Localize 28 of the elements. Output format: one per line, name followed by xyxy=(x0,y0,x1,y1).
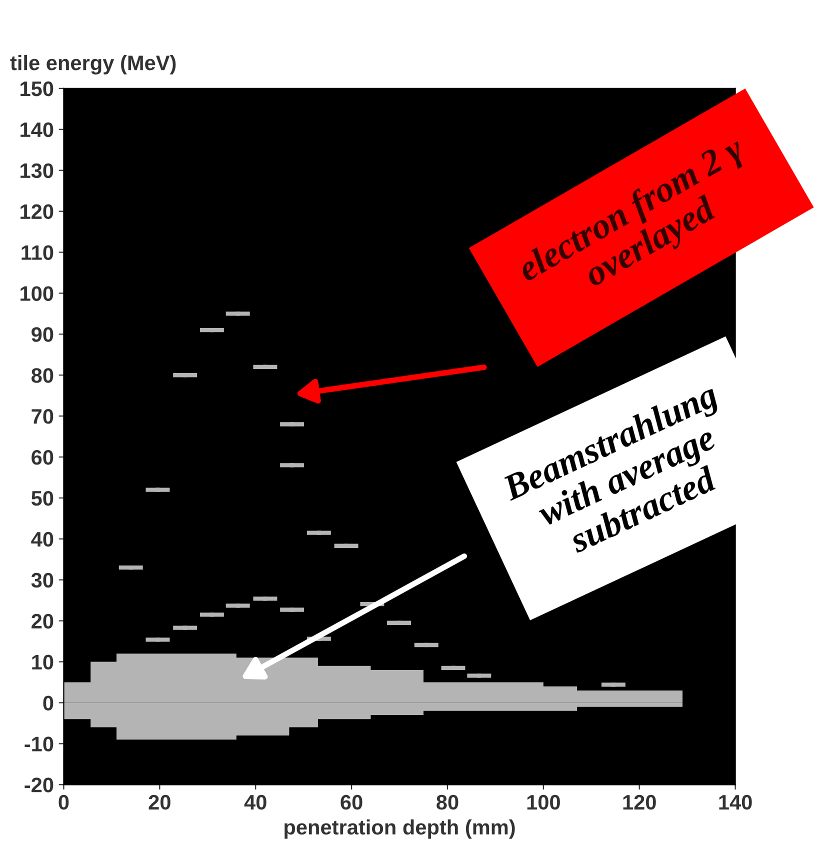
x-tick-label: 20 xyxy=(148,794,170,810)
y-tick-label: 0 xyxy=(43,696,54,710)
y-tick-label: 90 xyxy=(32,327,54,342)
y-tick-label: 50 xyxy=(31,490,54,506)
x-axis-title: penetration depth (mm) xyxy=(284,819,515,839)
y-tick-label: -10 xyxy=(24,736,54,752)
x-tick-label: 40 xyxy=(244,794,266,810)
y-tick-label: 130 xyxy=(20,163,54,178)
y-tick-label: 20 xyxy=(32,614,54,629)
x-tick-label: 0 xyxy=(58,794,69,810)
x-tick-label: 120 xyxy=(623,794,656,810)
x-tick-label: 60 xyxy=(340,794,362,810)
y-tick-label: 80 xyxy=(31,368,54,383)
y-tick-label: 150 xyxy=(20,81,54,96)
y-axis-title: tile energy (MeV) xyxy=(10,55,176,75)
y-tick-label: 70 xyxy=(32,409,54,424)
y-tick-label: 140 xyxy=(20,122,54,138)
x-tick-label: 140 xyxy=(719,794,752,810)
y-tick-label: 120 xyxy=(20,204,54,220)
y-tick-label: 60 xyxy=(32,450,54,465)
y-tick-label: 10 xyxy=(32,654,54,670)
x-tick-label: 80 xyxy=(436,794,458,810)
x-tick-label: 100 xyxy=(527,794,560,810)
y-tick-label: 40 xyxy=(31,532,54,547)
y-tick-label: 30 xyxy=(31,572,54,588)
y-tick-label: 110 xyxy=(22,245,54,260)
y-tick-label: -20 xyxy=(24,778,54,792)
y-tick-label: 100 xyxy=(20,286,54,301)
